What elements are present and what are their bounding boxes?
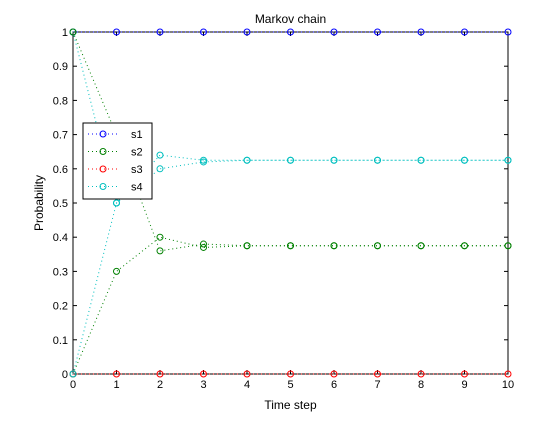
y-tick-label: 0.3 <box>53 266 68 278</box>
x-tick-label: 1 <box>113 379 119 391</box>
data-point <box>113 28 120 36</box>
series-line <box>72 236 508 375</box>
y-tick-label: 0.2 <box>53 301 68 313</box>
data-point <box>417 28 425 36</box>
data-point <box>374 370 381 378</box>
plot-area: 0 1 2 3 4 5 6 7 8 9 10 0 0.1 0.2 0.3 0.4 0.5 0.6 0.7 0.8 0.9… <box>53 27 514 391</box>
y-tick-label: 0.1 <box>53 335 68 347</box>
data-point <box>156 165 164 173</box>
data-point <box>461 242 468 250</box>
data-point <box>200 28 207 36</box>
data-point <box>156 233 164 241</box>
series-s3 <box>69 370 512 378</box>
y-tick-label: 1 <box>62 27 68 39</box>
data-point <box>417 156 425 164</box>
data-point <box>69 370 77 378</box>
data-point <box>374 156 381 164</box>
data-point <box>330 156 338 164</box>
data-point <box>243 28 251 36</box>
data-point <box>287 156 294 164</box>
y-tick-label: 0.4 <box>53 232 68 244</box>
data-point <box>243 242 251 250</box>
x-tick-label: 9 <box>461 379 467 391</box>
x-tick-label: 7 <box>374 379 380 391</box>
legend-entry-s3: s3 <box>88 164 143 176</box>
axes-box <box>72 31 509 375</box>
legend-label: s1 <box>131 129 143 141</box>
legend-entry-s2: s2 <box>88 147 143 159</box>
x-tick-label: 8 <box>418 379 424 391</box>
legend-marker <box>99 148 107 155</box>
legend-marker <box>99 165 107 173</box>
data-point <box>374 242 381 250</box>
data-point <box>374 28 381 36</box>
x-tick-label: 0 <box>70 379 76 391</box>
data-point <box>417 370 425 378</box>
data-point <box>504 370 512 378</box>
y-tick-label: 0.9 <box>53 61 68 73</box>
data-point <box>287 28 294 36</box>
data-point <box>200 243 207 251</box>
x-tick-label: 2 <box>157 379 163 391</box>
data-point <box>504 28 512 36</box>
series-extra-5 <box>69 156 512 378</box>
data-point <box>243 370 251 378</box>
data-point <box>156 370 164 378</box>
x-tick-label: 3 <box>200 379 206 391</box>
data-point <box>330 370 338 378</box>
y-axis-label: Probability <box>32 175 46 231</box>
data-point <box>156 151 164 159</box>
y-tick-label: 0.5 <box>53 198 68 210</box>
data-point <box>156 247 164 255</box>
data-point <box>113 199 120 207</box>
y-tick-label: 0.7 <box>53 130 68 142</box>
legend-box <box>82 122 153 200</box>
data-point <box>461 28 468 36</box>
legend-marker <box>99 183 107 190</box>
data-point <box>330 28 338 36</box>
x-tick-label: 6 <box>331 379 337 391</box>
legend-entry-s1: s1 <box>88 129 143 141</box>
data-point <box>113 370 120 378</box>
legend-label: s2 <box>131 147 143 159</box>
legend: s1 s2 s3 s4 <box>82 122 153 200</box>
data-point <box>287 370 294 378</box>
data-point <box>113 267 120 275</box>
chart-title: Markov chain <box>255 12 326 26</box>
data-point <box>156 28 164 36</box>
x-tick-label: 10 <box>502 379 514 391</box>
data-point <box>417 242 425 250</box>
legend-label: s4 <box>131 182 143 194</box>
legend-entry-s4: s4 <box>88 182 143 194</box>
data-point <box>200 370 207 378</box>
y-tick-label: 0.8 <box>53 95 68 107</box>
data-point <box>330 242 338 250</box>
y-tick-label: 0 <box>62 369 68 381</box>
x-axis-label: Time step <box>264 398 317 412</box>
data-point <box>287 242 294 250</box>
data-point <box>200 158 207 166</box>
data-point <box>504 156 512 164</box>
x-tick-label: 5 <box>287 379 293 391</box>
data-point <box>243 156 251 164</box>
data-point <box>504 242 512 250</box>
data-point <box>461 370 468 378</box>
legend-marker <box>99 130 107 138</box>
data-point <box>461 156 468 164</box>
x-tick-label: 4 <box>244 379 250 391</box>
legend-label: s3 <box>131 164 143 176</box>
y-tick-label: 0.6 <box>53 164 68 176</box>
data-point <box>69 28 77 36</box>
data-point <box>200 240 207 248</box>
series-line <box>72 31 508 205</box>
